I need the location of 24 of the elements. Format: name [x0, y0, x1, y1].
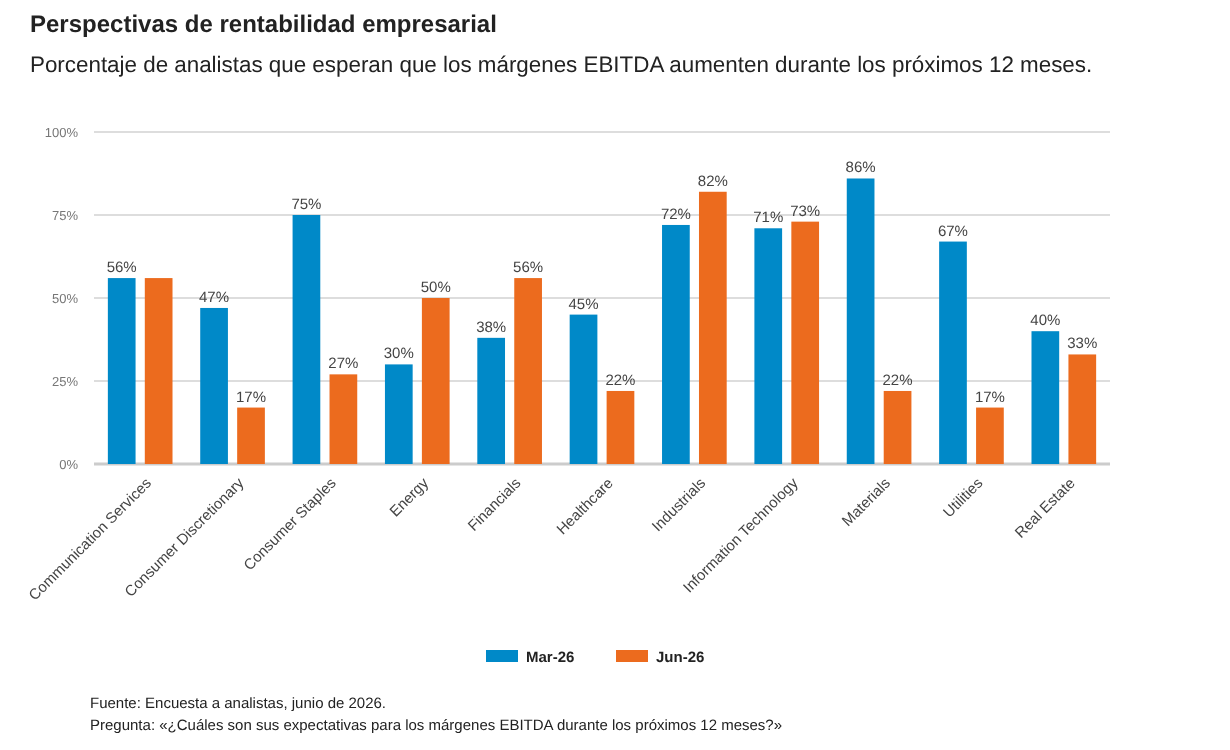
bar — [976, 407, 1004, 464]
bar — [846, 178, 875, 464]
bar — [791, 221, 820, 464]
bar — [384, 364, 413, 464]
bar — [237, 407, 265, 464]
bar — [698, 191, 727, 464]
bar — [606, 390, 635, 464]
bar — [569, 314, 598, 464]
bar — [421, 298, 450, 464]
chart-title: Perspectivas de rentabilidad empresarial — [30, 10, 497, 38]
bar — [200, 307, 228, 464]
bar — [662, 224, 690, 464]
bar — [1068, 354, 1097, 464]
bar — [1031, 331, 1060, 464]
bar — [754, 228, 783, 464]
bar — [292, 215, 321, 464]
bar — [883, 390, 912, 464]
bar — [107, 278, 136, 464]
bar — [477, 337, 506, 464]
bar — [514, 278, 542, 464]
bar — [329, 374, 358, 464]
chart-subtitle: Porcentaje de analistas que esperan que los márgenes EBITDA aumenten durante los próximos 12 meses. — [30, 54, 1093, 78]
bar — [144, 278, 173, 464]
bar — [939, 241, 967, 464]
